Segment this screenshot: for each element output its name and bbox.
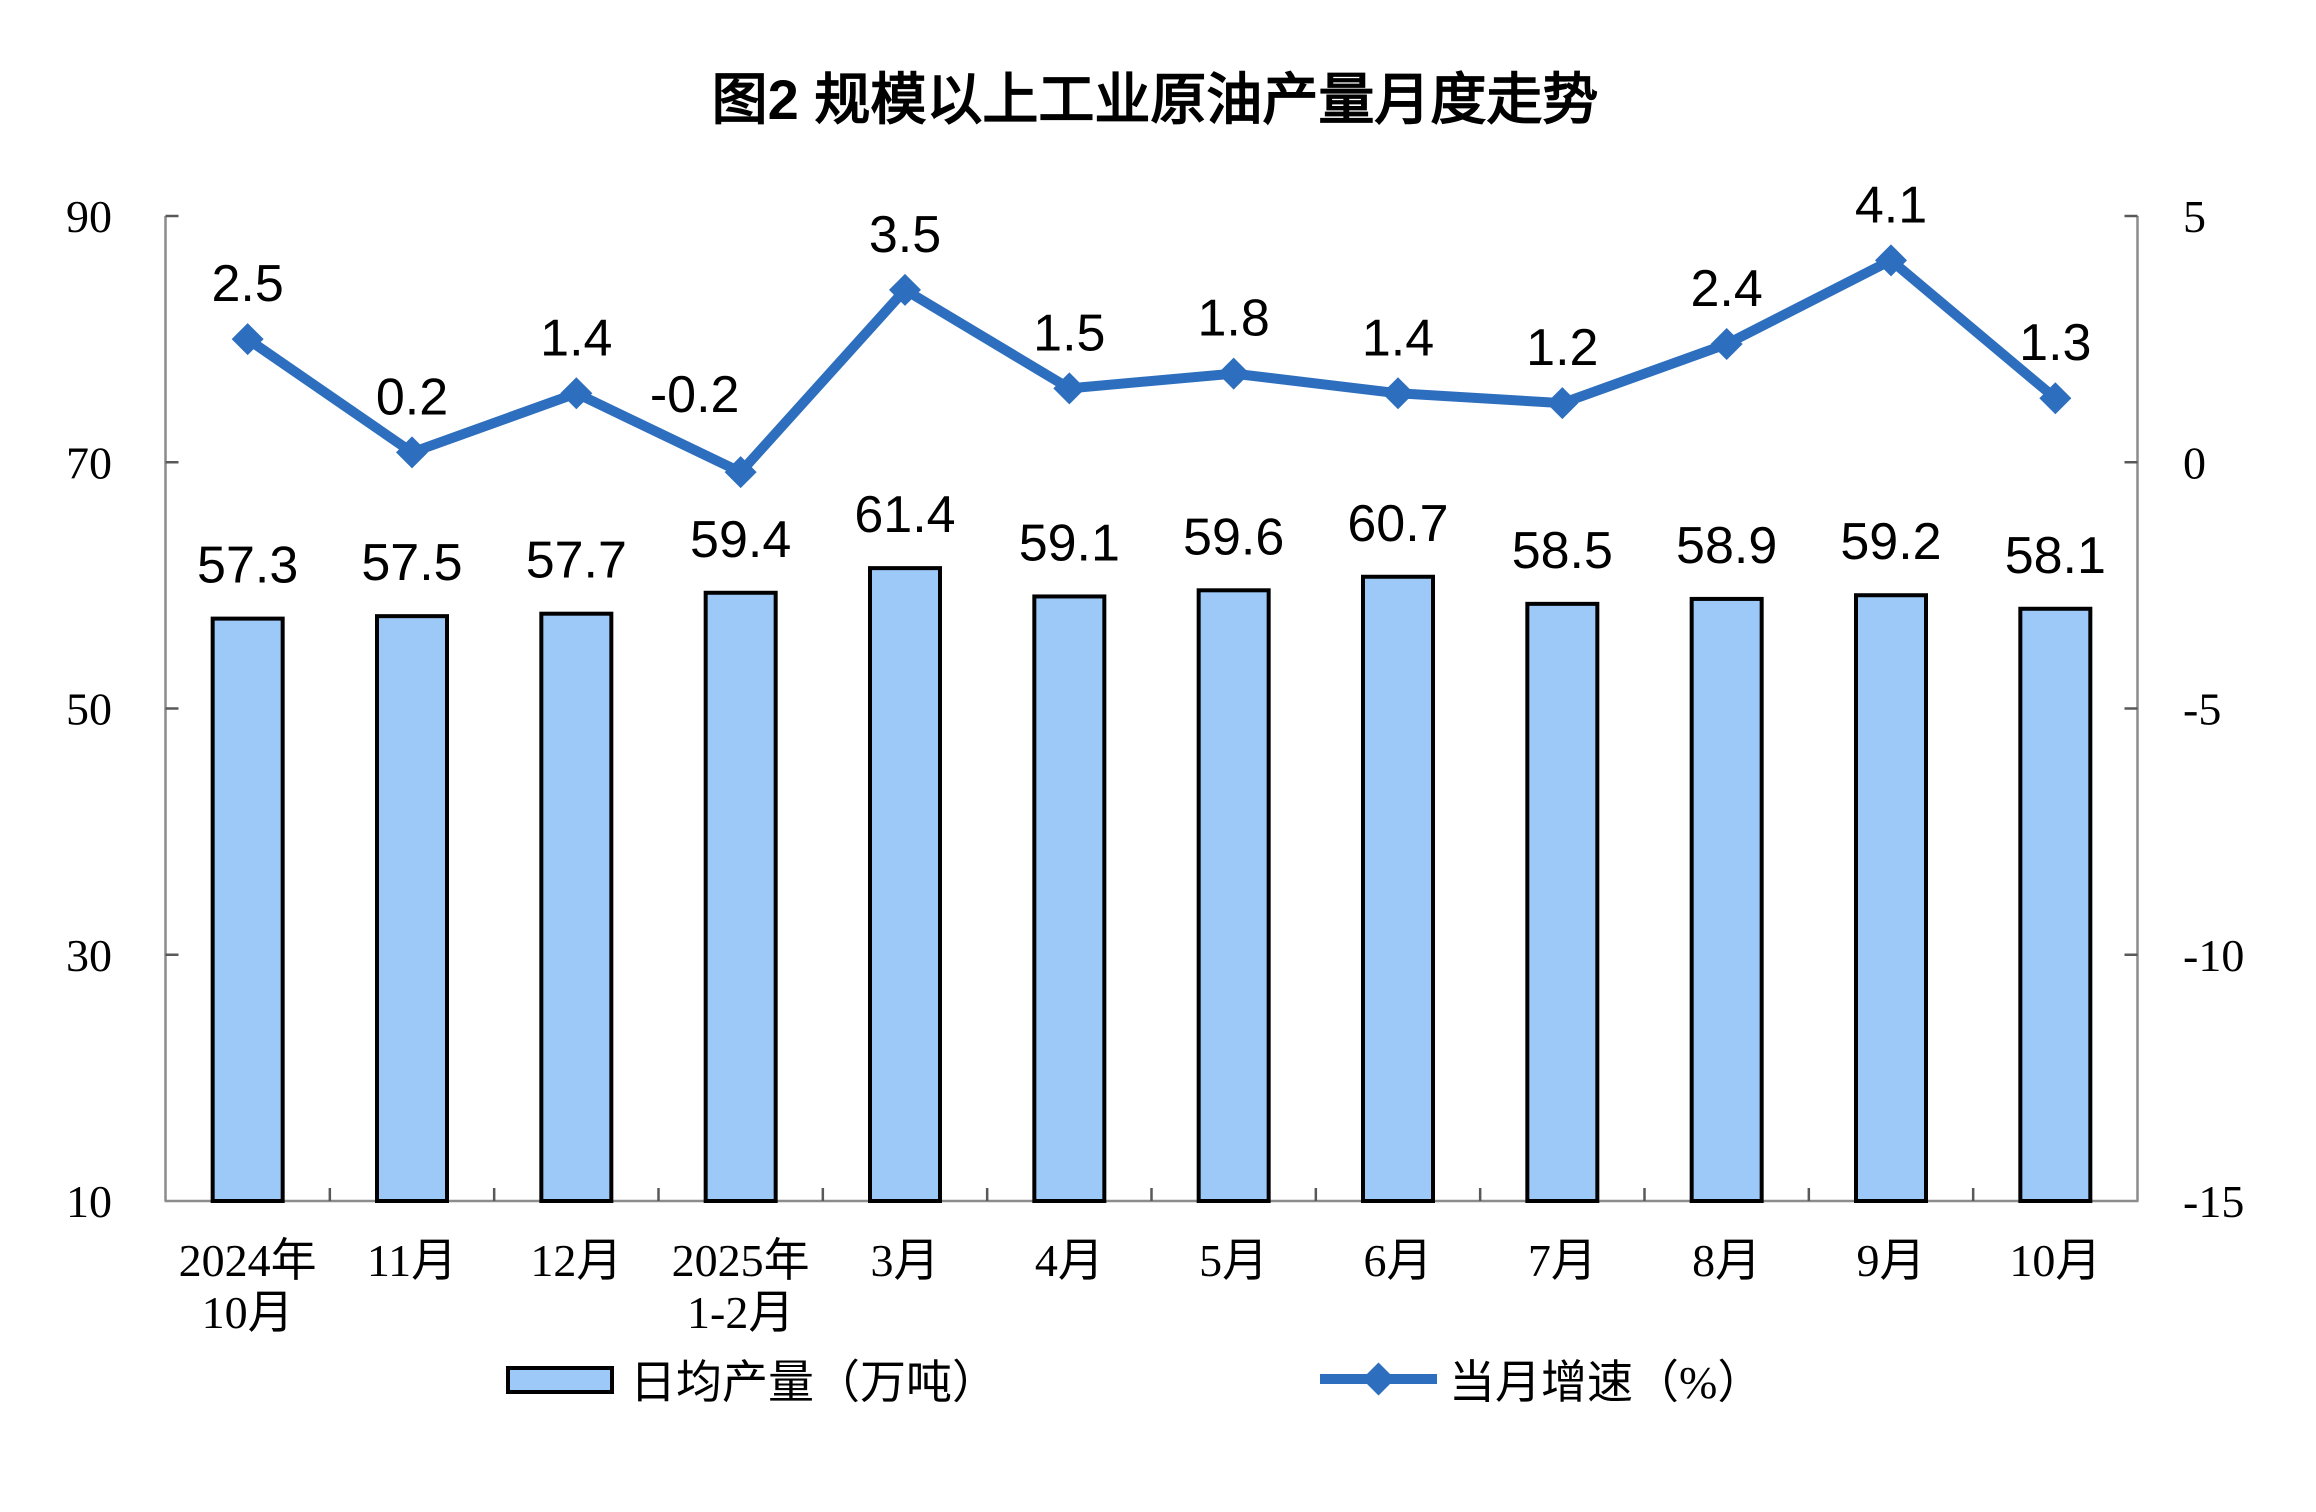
left-axis-tick-label: 10 xyxy=(66,1176,112,1227)
x-axis-category-label: 2025年 xyxy=(672,1235,810,1286)
x-axis-category-label: 9月 xyxy=(1857,1235,1926,1286)
x-axis-category-label: 7月 xyxy=(1528,1235,1597,1286)
bar xyxy=(703,590,778,1203)
legend-line-label: 当月增速（%） xyxy=(1449,1357,1763,1408)
bar xyxy=(2018,606,2093,1203)
bar-value-label: 61.4 xyxy=(854,486,955,544)
x-axis-category-label: 10月 xyxy=(2009,1235,2101,1286)
legend-bar-swatch xyxy=(506,1366,614,1394)
bar-value-label: 57.3 xyxy=(197,537,298,595)
x-axis-category-label: 10月 xyxy=(202,1287,294,1338)
line-value-label: 1.4 xyxy=(1362,309,1434,367)
line-value-label: 1.4 xyxy=(540,309,612,367)
line-point-diamond-icon xyxy=(1710,328,1743,361)
bar xyxy=(375,614,449,1203)
bar-value-label: 59.2 xyxy=(1840,513,1941,571)
bar-value-label: 59.1 xyxy=(1019,514,1120,572)
right-axis-tick-label: -10 xyxy=(2183,930,2244,981)
bar-value-label: 58.5 xyxy=(1512,522,1613,580)
line-point-diamond-icon xyxy=(1546,387,1579,420)
x-axis-category-label: 12月 xyxy=(530,1235,622,1286)
line-value-label: 2.4 xyxy=(1691,260,1763,318)
x-axis-category-label: 8月 xyxy=(1692,1235,1761,1286)
line-value-label: 1.5 xyxy=(1033,304,1105,362)
bar-value-label: 58.1 xyxy=(2005,527,2106,585)
line-point-diamond-icon xyxy=(231,323,264,356)
growth-line xyxy=(242,255,2061,478)
x-axis-category-label: 11月 xyxy=(367,1235,457,1286)
line-value-label: 2.5 xyxy=(212,255,284,313)
bar xyxy=(539,611,614,1203)
line-point-diamond-icon xyxy=(724,456,757,489)
bar xyxy=(1689,596,1764,1203)
line-point-diamond-icon xyxy=(2039,382,2072,415)
legend: 日均产量（万吨） 当月增速（%） xyxy=(506,1357,1763,1408)
bar xyxy=(1361,574,1435,1203)
line-value-label: 3.5 xyxy=(869,206,941,264)
bar-value-label: 57.7 xyxy=(526,532,627,590)
bar xyxy=(1854,593,1928,1203)
x-axis-category-label: 4月 xyxy=(1035,1235,1104,1286)
line-point-diamond-icon xyxy=(889,273,921,306)
x-axis-category-label: 2024年 xyxy=(179,1235,317,1286)
right-axis-tick-label: -5 xyxy=(2183,684,2221,735)
x-axis-category-label: 5月 xyxy=(1199,1235,1268,1286)
legend-bar-label: 日均产量（万吨） xyxy=(630,1357,998,1408)
x-axis-category-label: 1-2月 xyxy=(687,1287,794,1338)
bar xyxy=(868,566,942,1203)
bar-value-label: 60.7 xyxy=(1347,495,1448,553)
line-point-diamond-icon xyxy=(396,436,428,469)
right-axis-tick-label: 5 xyxy=(2183,191,2206,242)
left-axis-tick-label: 50 xyxy=(66,684,112,735)
bar xyxy=(1032,594,1107,1203)
x-axis-category-label: 3月 xyxy=(871,1235,940,1286)
line-value-label: 0.2 xyxy=(376,368,448,426)
line-value-label: -0.2 xyxy=(650,366,740,424)
bar-value-label: 59.6 xyxy=(1183,508,1284,566)
bar xyxy=(1525,601,1600,1203)
bar-value-label: 59.4 xyxy=(690,511,791,569)
left-axis-tick-label: 30 xyxy=(66,930,112,981)
chart-title: 图2 规模以上工业原油产量月度走势 xyxy=(712,68,1599,131)
left-axis-tick-label: 90 xyxy=(66,191,112,242)
bar xyxy=(210,616,285,1203)
line-value-label: 1.2 xyxy=(1526,319,1598,377)
bar-value-label: 58.9 xyxy=(1676,517,1777,575)
legend-line-diamond-icon xyxy=(1362,1362,1395,1396)
line-value-label: 1.8 xyxy=(1198,290,1270,348)
left-axis-tick-label: 70 xyxy=(66,437,112,488)
x-axis-category-label: 6月 xyxy=(1364,1235,1433,1286)
line-value-label: 1.3 xyxy=(2019,314,2091,372)
line-point-diamond-icon xyxy=(1217,357,1250,390)
line-point-diamond-icon xyxy=(1053,372,1086,405)
bar-value-label: 57.5 xyxy=(361,534,462,592)
bar xyxy=(1196,588,1271,1203)
right-axis-tick-label: -15 xyxy=(2183,1176,2244,1227)
line-point-diamond-icon xyxy=(1382,377,1414,410)
line-point-diamond-icon xyxy=(560,377,593,410)
right-axis-tick-label: 0 xyxy=(2183,437,2206,488)
line-point-diamond-icon xyxy=(1875,244,1907,277)
line-value-label: 4.1 xyxy=(1855,176,1927,234)
